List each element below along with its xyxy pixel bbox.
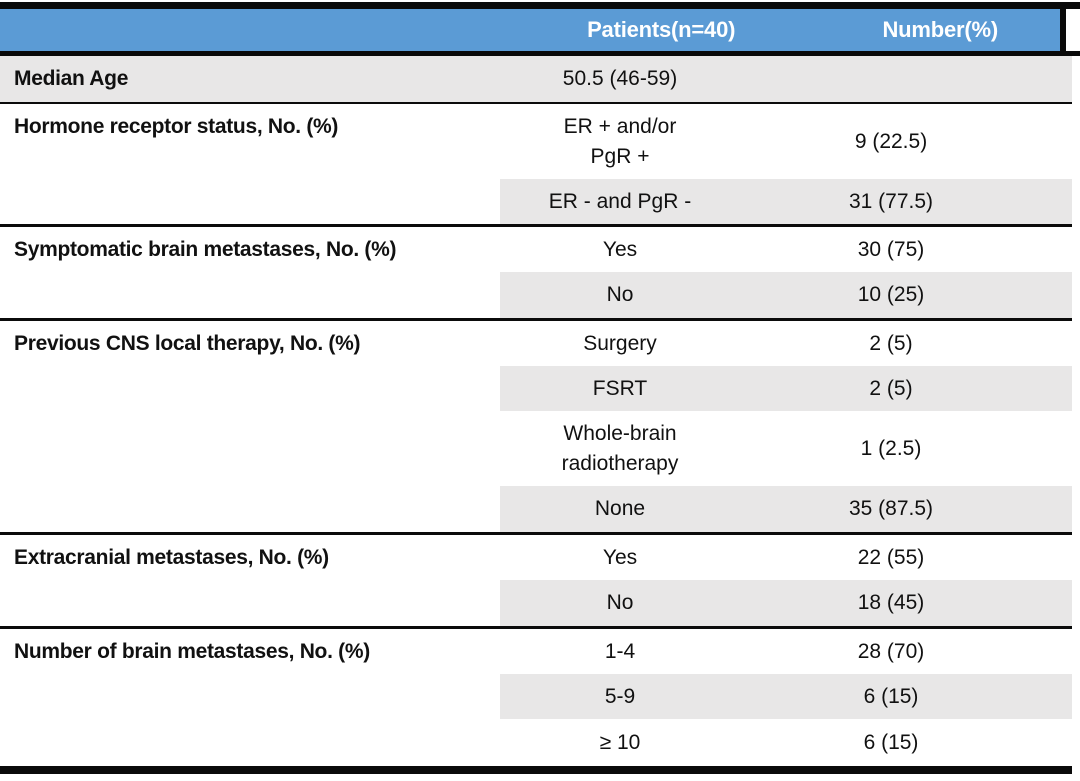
section-label: Number of brain metastases, No. (%) <box>14 640 370 663</box>
value-cell: 1-4 <box>604 639 636 663</box>
section-number-of-brain-metastases: Number of brain metastases, No. (%) 1-4 … <box>0 626 1072 766</box>
section-label: Extracranial metastases, No. (%) <box>14 546 329 569</box>
number-cell: 18 (45) <box>857 591 925 614</box>
number-cell: 28 (70) <box>857 639 925 663</box>
section-label: Hormone receptor status, No. (%) <box>14 115 339 138</box>
table-row: 5-9 6 (15) <box>500 674 1072 719</box>
table-bottom-border <box>0 766 1072 774</box>
table-row: FSRT 2 (5) <box>500 366 1072 411</box>
section-rows: Surgery 2 (5) FSRT 2 (5) Whole-brain rad… <box>500 321 1072 532</box>
table-row: Surgery 2 (5) <box>500 321 1072 366</box>
table-row: No 10 (25) <box>500 272 1072 318</box>
section-rows: ER + and/or PgR + 9 (22.5) ER - and PgR … <box>500 104 1072 224</box>
table-row: Yes 30 (75) <box>500 227 1072 272</box>
number-cell: 10 (25) <box>857 283 925 306</box>
value-cell: Yes <box>602 545 638 569</box>
table-row: ER + and/or PgR + 9 (22.5) <box>500 104 1072 179</box>
table-body: Median Age 50.5 (46-59) Hormone receptor… <box>0 56 1072 766</box>
header-separator-line <box>0 51 1080 56</box>
number-cell: 30 (75) <box>857 237 925 261</box>
number-cell: 6 (15) <box>863 684 919 708</box>
section-rows: Yes 30 (75) No 10 (25) <box>500 227 1072 318</box>
section-previous-cns-local-therapy: Previous CNS local therapy, No. (%) Surg… <box>0 318 1072 532</box>
number-cell: 22 (55) <box>857 545 925 569</box>
table-row: Whole-brain radiotherapy 1 (2.5) <box>500 411 1072 486</box>
value-cell: 50.5 (46-59) <box>562 67 678 90</box>
number-cell: 35 (87.5) <box>848 497 934 520</box>
table-header-row: Patients(n=40) Number(%) <box>0 9 1066 51</box>
header-cell-patients: Patients(n=40) <box>587 17 736 42</box>
section-rows: 1-4 28 (70) 5-9 6 (15) ≥ 10 6 (15) <box>500 629 1072 766</box>
table-row: ER - and PgR - 31 (77.5) <box>500 179 1072 224</box>
section-symptomatic-brain-metastases: Symptomatic brain metastases, No. (%) Ye… <box>0 224 1072 318</box>
number-cell: 31 (77.5) <box>848 189 934 213</box>
section-median-age: Median Age 50.5 (46-59) <box>0 56 1072 102</box>
value-cell: Yes <box>602 237 638 261</box>
section-rows: Yes 22 (55) No 18 (45) <box>500 535 1072 626</box>
number-cell: 2 (5) <box>869 331 913 355</box>
value-cell: Whole-brain radiotherapy <box>561 421 679 475</box>
number-cell: 6 (15) <box>863 730 919 754</box>
section-label: Previous CNS local therapy, No. (%) <box>14 332 361 355</box>
number-cell: 2 (5) <box>869 376 913 400</box>
number-cell: 9 (22.5) <box>854 129 928 153</box>
header-cell-empty <box>0 9 497 51</box>
value-cell: No <box>606 283 634 306</box>
value-cell: No <box>606 591 634 614</box>
table-row: Yes 22 (55) <box>500 535 1072 580</box>
value-cell: ER - and PgR - <box>548 189 692 213</box>
table-row: 1-4 28 (70) <box>500 629 1072 674</box>
section-rows: 50.5 (46-59) <box>500 56 1072 102</box>
value-cell: None <box>594 497 646 520</box>
value-cell: 5-9 <box>604 684 636 708</box>
number-cell <box>765 56 1072 102</box>
value-cell: FSRT <box>592 376 648 400</box>
table-top-border <box>0 2 1080 9</box>
section-extracranial-metastases: Extracranial metastases, No. (%) Yes 22 … <box>0 532 1072 626</box>
table-row: ≥ 10 6 (15) <box>500 719 1072 766</box>
section-label: Median Age <box>14 67 129 90</box>
section-hormone-receptor-status: Hormone receptor status, No. (%) ER + an… <box>0 102 1072 224</box>
value-cell: Surgery <box>583 331 657 355</box>
table-row: None 35 (87.5) <box>500 486 1072 532</box>
section-label: Symptomatic brain metastases, No. (%) <box>14 238 397 261</box>
value-cell: ER + and/or PgR + <box>563 114 677 168</box>
table-row: 50.5 (46-59) <box>500 56 1072 102</box>
number-cell: 1 (2.5) <box>860 436 922 460</box>
table-row: No 18 (45) <box>500 580 1072 626</box>
value-cell: ≥ 10 <box>599 730 641 754</box>
header-cell-number: Number(%) <box>882 17 999 42</box>
